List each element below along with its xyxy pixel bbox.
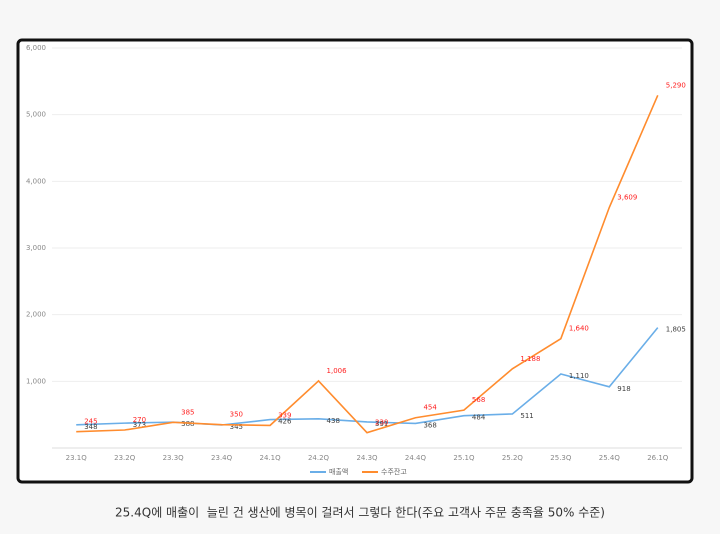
- data-label: 385: [181, 408, 194, 416]
- data-label: 270: [133, 416, 146, 424]
- chart-frame: [16, 38, 694, 484]
- y-tick-label: 2,000: [26, 311, 46, 319]
- x-tick-label: 23.1Q: [66, 454, 88, 462]
- data-label: 511: [520, 412, 533, 420]
- x-tick-label: 24.2Q: [308, 454, 330, 462]
- x-tick-label: 23.2Q: [114, 454, 136, 462]
- data-label: 1,188: [520, 355, 540, 363]
- data-label: 230: [375, 419, 388, 427]
- legend-label: 매출액: [329, 467, 348, 476]
- x-tick-label: 24.4Q: [405, 454, 427, 462]
- x-tick-label: 25.4Q: [599, 454, 621, 462]
- x-tick-label: 25.1Q: [453, 454, 475, 462]
- data-label: 388: [181, 420, 194, 428]
- data-label: 918: [617, 385, 630, 393]
- data-label: 3,609: [617, 193, 637, 201]
- data-label: 345: [230, 423, 243, 431]
- legend-label: 수주잔고: [381, 467, 407, 476]
- data-label: 368: [423, 421, 436, 429]
- data-label: 245: [84, 418, 97, 426]
- data-label: 373: [133, 421, 146, 429]
- x-tick-label: 23.3Q: [163, 454, 185, 462]
- data-label: 391: [375, 420, 388, 428]
- y-tick-label: 3,000: [26, 244, 46, 252]
- y-tick-label: 5,000: [26, 111, 46, 119]
- data-label: 438: [327, 417, 340, 425]
- data-label: 339: [278, 411, 291, 419]
- x-tick-label: 24.1Q: [260, 454, 282, 462]
- y-tick-label: 4,000: [26, 177, 46, 185]
- y-tick-label: 6,000: [26, 44, 46, 52]
- x-tick-label: 26.1Q: [647, 454, 669, 462]
- x-tick-label: 23.4Q: [211, 454, 233, 462]
- data-label: 568: [472, 396, 485, 404]
- x-tick-label: 25.2Q: [502, 454, 524, 462]
- data-label: 1,006: [327, 367, 348, 375]
- data-label: 1,805: [666, 326, 686, 334]
- series-line: [76, 95, 659, 434]
- x-tick-label: 25.3Q: [550, 454, 572, 462]
- data-label: 348: [84, 423, 97, 431]
- data-label: 5,290: [666, 81, 686, 89]
- y-tick-label: 1,000: [26, 377, 46, 385]
- caption: 25.4Q에 매출이 늘린 건 생산에 병목이 걸려서 그렇다 한다(주요 고객…: [115, 505, 605, 520]
- data-label: 350: [230, 411, 243, 419]
- data-label: 1,110: [569, 372, 589, 380]
- data-label: 454: [423, 404, 437, 412]
- x-tick-label: 24.3Q: [356, 454, 378, 462]
- data-label: 484: [472, 414, 486, 422]
- data-label: 1,640: [569, 325, 589, 333]
- data-label: 426: [278, 418, 292, 426]
